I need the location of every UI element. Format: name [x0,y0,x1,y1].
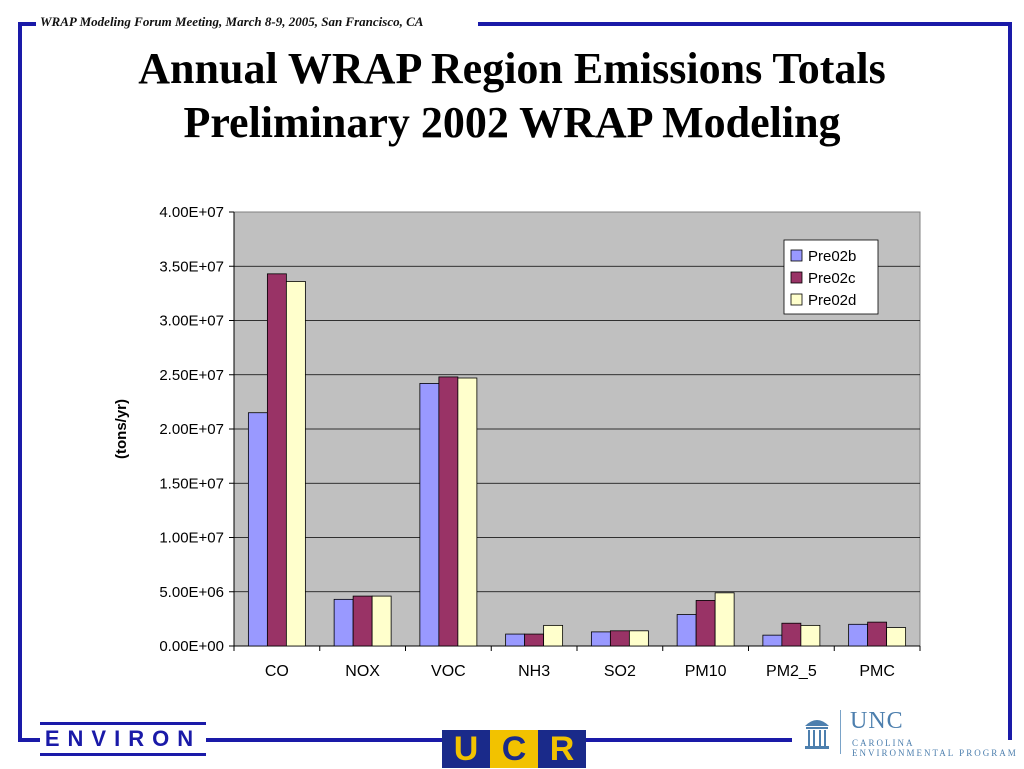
bar-pre02c-co [266,273,287,647]
bar-pre02d-pmc [886,627,907,647]
legend-swatch-pre02b [790,249,803,262]
bar-pre02c-pm2_5 [781,622,802,647]
environ-logo: ENVIRON [40,722,206,756]
y-tick-label: 2.00E+07 [159,421,224,438]
bar-pre02d-pm10 [714,592,735,647]
unc-logo-subtitle-1: CAROLINA [852,738,915,748]
slide-title-line2: Preliminary 2002 WRAP Modeling [183,98,841,147]
x-tick-label: PM10 [685,663,727,680]
bar-pre02d-voc [457,377,478,647]
frame-border-top-right [478,22,1012,26]
bar-pre02d-nox [371,595,392,647]
unc-logo-divider [840,710,841,754]
meeting-header: WRAP Modeling Forum Meeting, March 8-9, … [40,14,424,29]
emissions-chart: 0.00E+00 5.00E+06 1.00E+07 1.50E+07 2.00E+07… [90,198,930,688]
bar-pre02d-nh3 [543,624,564,647]
y-tick-label: 1.00E+07 [159,530,224,547]
frame-border-top-left [18,22,36,26]
unc-logo: UNC CAROLINA ENVIRONMENTAL PROGRAM [800,708,1016,758]
bar-pre02c-nox [352,595,373,647]
bar-pre02b-nh3 [505,633,526,647]
ucr-logo-u: U [442,730,490,768]
x-tick-label: VOC [431,663,466,680]
bar-pre02b-voc [419,383,440,647]
y-tick-label: 4.00E+07 [159,204,224,221]
bar-pre02b-co [247,412,268,647]
environ-logo-text: ENVIRON [44,726,202,751]
legend-swatch-pre02c [790,271,803,284]
frame-border-left [18,22,22,740]
x-tick-label: CO [265,663,289,680]
frame-border-right [1008,22,1012,740]
x-tick-label: NOX [345,663,380,680]
frame-border-bottom-mid [206,738,442,742]
y-tick-label: 1.50E+07 [159,475,224,492]
x-tick-label: SO2 [604,663,636,680]
emissions-bar-chart-svg: 0.00E+00 5.00E+06 1.00E+07 1.50E+07 2.00E+07… [113,204,921,680]
ucr-logo-r: R [538,730,586,768]
unc-logo-subtitle-2: ENVIRONMENTAL PROGRAM [852,748,1018,758]
slide-title: Annual WRAP Region Emissions Totals Prel… [0,42,1024,150]
frame-border-bottom-left [18,738,48,742]
slide-title-line1: Annual WRAP Region Emissions Totals [138,44,886,93]
bar-pre02c-so2 [609,630,630,647]
bar-pre02b-pm10 [676,614,697,647]
frame-border-bottom-right [586,738,792,742]
bar-pre02c-pmc [867,621,888,647]
y-tick-label: 3.00E+07 [159,313,224,330]
unc-logo-name: UNC [850,708,904,734]
ucr-logo-c: C [490,730,538,768]
bar-pre02c-pm10 [695,600,716,647]
legend-label-pre02d: Pre02d [808,292,856,309]
legend-label-pre02c: Pre02c [808,270,856,287]
y-tick-label: 2.50E+07 [159,367,224,384]
bar-pre02b-pm2_5 [762,634,783,647]
old-well-icon [805,720,829,749]
y-tick-label: 3.50E+07 [159,258,224,275]
bar-pre02c-nh3 [524,633,545,647]
bar-pre02b-pmc [848,623,869,647]
legend-swatch-pre02d [790,293,803,306]
bar-pre02b-nox [333,598,354,647]
x-tick-label: PMC [859,663,895,680]
legend-label-pre02b: Pre02b [808,248,856,265]
bar-pre02c-voc [438,376,459,647]
bar-pre02d-co [285,281,306,647]
x-tick-label: NH3 [518,663,550,680]
bar-pre02d-so2 [628,630,649,647]
x-tick-label: PM2_5 [766,663,817,680]
y-tick-label: 0.00E+00 [159,638,224,655]
ucr-logo: U C R [442,730,586,768]
y-tick-label: 5.00E+06 [159,584,224,601]
bar-pre02d-pm2_5 [800,624,821,647]
bar-pre02b-so2 [590,631,611,647]
y-axis-label: (tons/yr) [113,399,130,459]
